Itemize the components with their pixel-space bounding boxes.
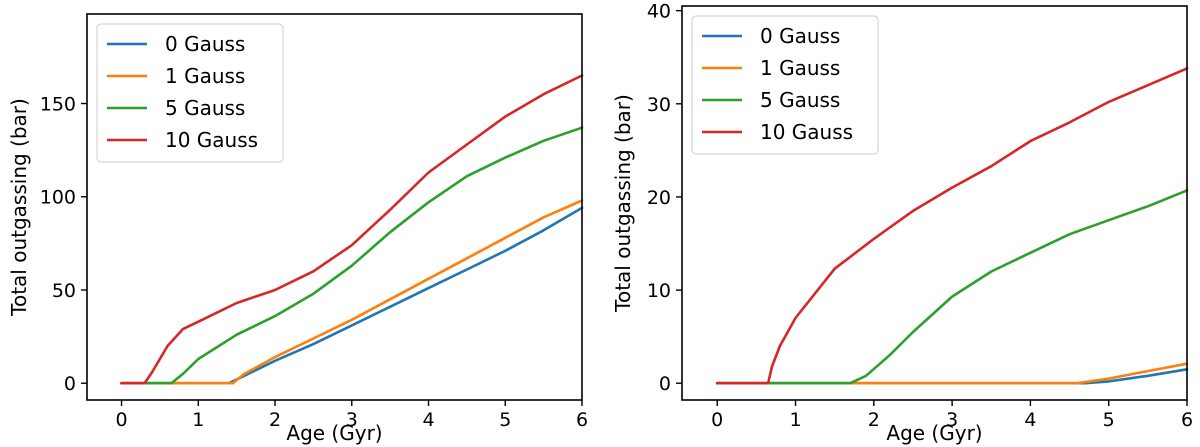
plot-frame — [681, 5, 1188, 401]
x-axis-label: Age (Gyr) — [286, 421, 382, 445]
x-tick-label: 5 — [499, 409, 511, 431]
series-line-1-gauss — [120, 199, 584, 385]
y-tick-label: 40 — [647, 1, 671, 23]
legend-label: 10 Gauss — [760, 120, 853, 144]
chart-panel-1: 0 1 2 3 4 5 6 0 50 100 150 Age (Gyr) Total outgassin… — [7, 13, 588, 445]
legend-label: 5 Gauss — [165, 96, 245, 120]
series-line-10-gauss — [120, 74, 584, 385]
series-line-5-gauss — [120, 126, 584, 385]
y-axis-label: Total outgassing (bar) — [7, 98, 31, 317]
chart-panel-2: 0 1 2 3 4 5 6 0 10 20 30 40 Age (Gyr) Total outgassin… — [611, 1, 1193, 445]
plot-frame — [86, 13, 583, 401]
y-tick-label: 0 — [64, 373, 76, 395]
x-tick-label: 0 — [711, 409, 723, 431]
legend-label: 1 Gauss — [165, 64, 245, 88]
y-axis-label: Total outgassing (bar) — [611, 94, 635, 313]
y-tick-label: 100 — [40, 187, 76, 209]
series-line-1-gauss — [715, 362, 1189, 385]
legend-label: 1 Gauss — [760, 56, 840, 80]
legend-label: 5 Gauss — [760, 88, 840, 112]
legend: 0 Gauss 1 Gauss 5 Gauss 10 Gauss — [691, 15, 879, 155]
x-tick-label: 5 — [1103, 409, 1115, 431]
x-tick-label: 6 — [576, 409, 588, 431]
y-tick-label: 20 — [647, 187, 671, 209]
y-tick-label: 0 — [659, 373, 671, 395]
x-tick-label: 2 — [868, 409, 880, 431]
legend-box — [96, 23, 284, 163]
legend-label: 10 Gauss — [165, 128, 258, 152]
x-tick-label: 6 — [1181, 409, 1193, 431]
x-tick-label: 2 — [269, 409, 281, 431]
x-axis-label: Age (Gyr) — [886, 421, 982, 445]
legend-box — [691, 15, 879, 155]
legend-label: 0 Gauss — [165, 32, 245, 56]
x-tick-label: 1 — [789, 409, 801, 431]
legend-label: 0 Gauss — [760, 24, 840, 48]
x-tick-label: 3 — [946, 409, 958, 431]
x-tick-label: 0 — [115, 409, 127, 431]
y-tick-label: 30 — [647, 94, 671, 116]
y-tick-label: 150 — [40, 94, 76, 116]
x-tick-label: 4 — [1024, 409, 1036, 431]
x-tick-label: 1 — [192, 409, 204, 431]
x-tick-label: 3 — [346, 409, 358, 431]
series-line-5-gauss — [715, 189, 1189, 385]
x-tick-label: 4 — [422, 409, 434, 431]
series-line-10-gauss — [715, 67, 1189, 385]
y-tick-label: 10 — [647, 280, 671, 302]
y-tick-label: 50 — [52, 280, 76, 302]
legend: 0 Gauss 1 Gauss 5 Gauss 10 Gauss — [96, 23, 284, 163]
